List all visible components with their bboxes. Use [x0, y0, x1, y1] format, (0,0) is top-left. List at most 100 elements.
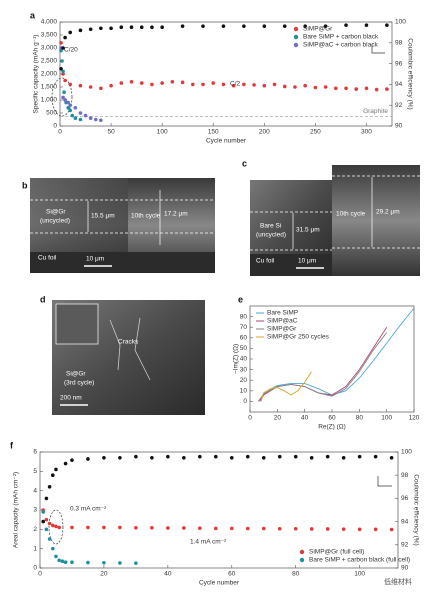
- panel-label: a: [30, 10, 36, 20]
- data-point: [50, 523, 55, 528]
- data-point: [134, 561, 138, 565]
- data-point: [334, 86, 338, 91]
- y2-tick-label: 92: [401, 542, 409, 549]
- data-point: [170, 80, 175, 84]
- data-point: [44, 517, 49, 522]
- micrograph-c: [250, 165, 420, 276]
- y-axis-label: −Im(Z) (Ω): [233, 344, 240, 374]
- data-point: [118, 561, 122, 565]
- data-point: [231, 83, 236, 88]
- data-point: [389, 527, 394, 532]
- data-point: [70, 525, 74, 530]
- x-tick-label: 50: [107, 129, 115, 136]
- image-label: (3rd cycle): [64, 380, 94, 387]
- data-point: [47, 537, 52, 541]
- legend-swatch: [299, 549, 305, 555]
- panel-label: e: [238, 294, 243, 304]
- y-tick-label: 70: [240, 324, 248, 331]
- x-tick-label: 200: [259, 129, 270, 136]
- x-tick-label: 80: [292, 571, 300, 578]
- y-tick-label: 80: [240, 313, 248, 320]
- legend-label: SiMP@aC: [267, 318, 298, 325]
- data-point: [373, 527, 378, 532]
- data-point: [59, 67, 63, 71]
- data-point: [88, 116, 93, 120]
- image-label: Cu foil: [38, 255, 57, 262]
- data-point: [293, 526, 298, 531]
- y-tick-label: 0: [53, 123, 57, 130]
- data-point: [221, 24, 226, 28]
- data-point: [262, 83, 267, 88]
- data-point: [70, 113, 75, 118]
- data-point: [70, 458, 74, 462]
- highlight-ring: [48, 509, 64, 545]
- image-label: Cracks: [118, 339, 139, 346]
- y-tick-label: 1,500: [41, 84, 58, 91]
- y2-tick-label: 100: [401, 449, 412, 456]
- y2-tick-label: 100: [395, 19, 406, 26]
- data-point: [54, 467, 58, 472]
- data-point: [182, 456, 186, 460]
- data-point: [50, 546, 55, 551]
- data-point: [109, 26, 113, 31]
- x-tick-label: 40: [301, 415, 309, 422]
- data-point: [70, 560, 74, 564]
- y2-tick-label: 90: [395, 123, 403, 130]
- image-label: Si@Gr: [46, 209, 66, 216]
- data-point: [61, 46, 65, 50]
- panel-label: f: [10, 440, 14, 450]
- data-point: [119, 25, 124, 30]
- axis-arrow: [371, 44, 385, 54]
- data-point: [63, 461, 68, 466]
- data-point: [150, 82, 154, 87]
- data-point: [385, 87, 389, 91]
- x-tick-label: 20: [100, 571, 108, 578]
- y-tick-label: 0: [243, 398, 247, 405]
- y2-tick-label: 92: [395, 102, 403, 109]
- panel-label: b: [22, 180, 28, 190]
- data-point: [50, 473, 55, 478]
- image-label: 31.5 μm: [296, 227, 320, 234]
- y-tick-label: 30: [240, 366, 248, 373]
- data-point: [61, 72, 65, 76]
- data-point: [86, 525, 90, 530]
- data-point: [282, 84, 287, 89]
- data-point: [309, 456, 314, 460]
- data-point: [282, 24, 287, 28]
- data-point: [160, 81, 164, 85]
- data-point: [198, 526, 202, 530]
- x-tick-label: 100: [381, 415, 392, 422]
- data-point: [364, 86, 369, 91]
- image-label: 15.5 μm: [91, 213, 115, 220]
- data-point: [245, 526, 250, 531]
- y-axis-label: Specific capacity (mAh g⁻¹): [33, 35, 40, 114]
- x-tick-label: 150: [208, 129, 219, 136]
- data-point: [57, 525, 61, 530]
- annotation: 0.3 mA cm⁻²: [70, 506, 107, 513]
- x-tick-label: 0: [248, 415, 252, 422]
- data-point: [229, 526, 234, 531]
- y-tick-label: 60: [240, 335, 248, 342]
- y-tick-label: 4,000: [41, 19, 58, 26]
- data-point: [303, 24, 307, 28]
- data-point: [63, 560, 68, 564]
- data-point: [59, 48, 63, 53]
- y-tick-label: 1: [33, 545, 37, 552]
- data-point: [102, 525, 106, 530]
- x-tick-label: 120: [409, 415, 420, 422]
- image-label: (uncycled): [40, 218, 70, 225]
- y-tick-label: 3,000: [41, 45, 58, 52]
- data-point: [78, 111, 83, 115]
- axis-arrow: [377, 476, 392, 487]
- data-point: [44, 527, 49, 532]
- y-tick-label: 5: [33, 468, 37, 475]
- data-point: [68, 108, 73, 113]
- data-point: [182, 526, 186, 530]
- data-point: [214, 454, 218, 459]
- x-axis-label: Cycle number: [206, 138, 247, 145]
- data-point: [62, 90, 66, 94]
- data-point: [73, 106, 78, 110]
- data-point: [63, 98, 67, 102]
- data-point: [139, 25, 144, 30]
- data-point: [309, 527, 314, 531]
